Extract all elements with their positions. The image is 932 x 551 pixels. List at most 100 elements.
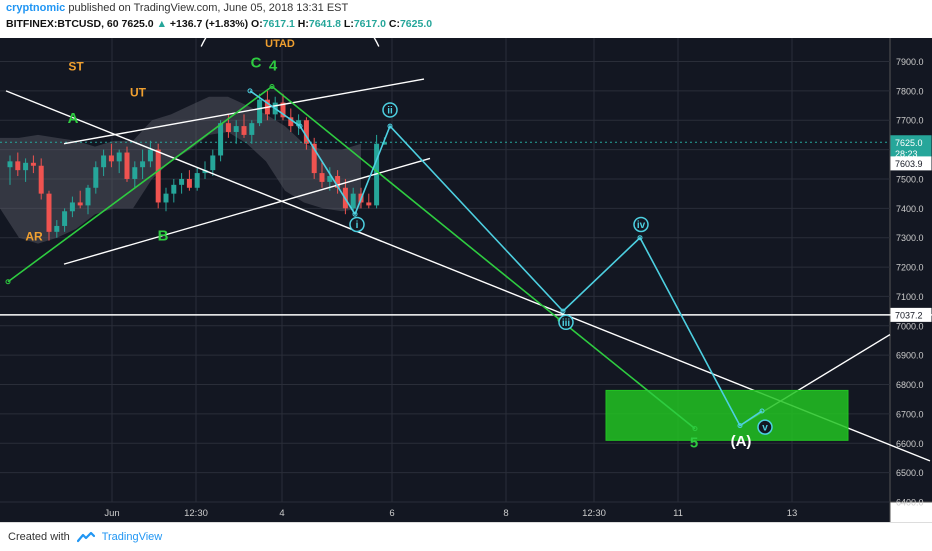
y-tick-label: 7400.0 (896, 204, 924, 214)
candle-body (77, 202, 83, 206)
wave-vertex (247, 88, 253, 94)
x-tick-label: Jun (104, 508, 119, 519)
symbol-label: BITFINEX:BTCUSD, 60 (6, 18, 119, 30)
candle-body (85, 187, 91, 206)
y-tick-label: 6800.0 (896, 380, 924, 390)
candle-body (147, 149, 153, 162)
price-marker-label: 7625.0 (895, 138, 923, 148)
close-label: C: (388, 18, 400, 30)
candle-body (116, 152, 122, 162)
candle-body (210, 155, 216, 171)
y-tick-label: 6400.0 (896, 498, 924, 508)
candle-body (366, 202, 372, 206)
x-tick-label: 6 (389, 508, 394, 519)
candle-body (296, 120, 302, 127)
x-tick-label: 12:30 (582, 508, 606, 519)
price-marker-label: 28:23 (895, 149, 918, 159)
wave-count-label: i (356, 220, 359, 231)
candle-body (233, 126, 239, 132)
x-tick-label: 13 (787, 508, 798, 519)
price-marker-label: 7037.2 (895, 310, 923, 320)
wave-label: A (68, 110, 79, 127)
candle-body (62, 211, 68, 226)
candle-body (257, 99, 263, 124)
wave-count-label: iii (562, 318, 571, 329)
high-label: H: (297, 18, 309, 30)
candle-body (225, 123, 231, 132)
price-change: +136.7 (+1.83%) (169, 18, 249, 30)
price-chart[interactable]: 7900.07800.07700.07600.07500.07400.07300… (0, 38, 932, 522)
wave-count-label: v (762, 423, 768, 434)
y-tick-label: 6600.0 (896, 439, 924, 449)
candle-body (280, 102, 286, 118)
y-tick-label: 7900.0 (896, 57, 924, 67)
candle-body (155, 149, 161, 203)
wave-label: UTAD (265, 38, 295, 50)
open-label: O: (251, 18, 263, 30)
candle-body (350, 193, 356, 209)
candle-body (241, 126, 247, 135)
y-tick-label: 7800.0 (896, 86, 924, 96)
candle-body (194, 173, 200, 188)
wave-vertex (352, 211, 358, 217)
open-value: 7617.1 (262, 18, 295, 30)
wave-label: ST (68, 59, 84, 73)
candle-body (218, 123, 224, 156)
trend-line (63, 157, 431, 265)
low-value: 7617.0 (353, 18, 386, 30)
x-tick-label: 8 (503, 508, 508, 519)
wave-vertex (5, 279, 11, 285)
candle-body (7, 161, 13, 168)
tradingview-logo-icon (76, 531, 95, 543)
wave-vertex (387, 123, 393, 129)
close-value: 7625.0 (399, 18, 433, 30)
price-marker (890, 156, 932, 171)
target-zone (605, 389, 849, 441)
y-tick-label: 6900.0 (896, 351, 924, 361)
candle-body (249, 123, 255, 135)
wave-vertex (692, 426, 698, 432)
last-price: 7625.0 (121, 18, 154, 30)
candle-body (288, 117, 294, 127)
candle-body (46, 193, 52, 232)
publish-line: cryptnomic published on TradingView.com,… (6, 2, 348, 14)
wave-count-circle (633, 216, 649, 233)
candle-body (163, 193, 169, 203)
candle-body (303, 120, 309, 144)
wave-vertex (297, 123, 303, 129)
wave-label: UT (130, 86, 147, 100)
price-axis (890, 38, 932, 502)
candle-body (335, 176, 341, 188)
x-tick-label: 4 (279, 508, 284, 519)
tradingview-brand[interactable]: TradingView (101, 531, 163, 543)
wave-label: AR (25, 230, 43, 244)
author-link[interactable]: cryptnomic (6, 2, 66, 14)
publish-info: published on TradingView.com, June 05, 2… (68, 2, 349, 14)
price-marker-label: 7603.9 (895, 159, 923, 169)
price-band (0, 96, 361, 244)
trend-line (63, 78, 425, 145)
wave-count-circle (382, 102, 398, 118)
wave-vertex (269, 83, 275, 89)
y-tick-label: 7700.0 (896, 116, 924, 126)
candle-body (140, 161, 146, 168)
candle-body (93, 167, 99, 188)
x-tick-label: 11 (673, 508, 683, 519)
cyan-wave-path (249, 90, 763, 427)
up-arrow-icon: ▲ (156, 18, 167, 30)
wave-label: B (158, 228, 169, 245)
wave-vertex (560, 308, 566, 314)
low-label: L: (343, 18, 354, 30)
candle-body (171, 184, 177, 194)
footer-bar: Created with TradingView (0, 522, 932, 551)
candle-body (319, 173, 325, 182)
candle-body (30, 162, 36, 166)
candle-body (15, 161, 21, 171)
wave-label: 4 (269, 57, 278, 74)
y-tick-label: 7000.0 (896, 321, 924, 331)
candle-body (132, 167, 138, 179)
y-tick-label: 7100.0 (896, 292, 924, 302)
created-with-text: Created with (8, 531, 70, 543)
candle-body (124, 152, 130, 179)
candle-body (54, 225, 60, 232)
